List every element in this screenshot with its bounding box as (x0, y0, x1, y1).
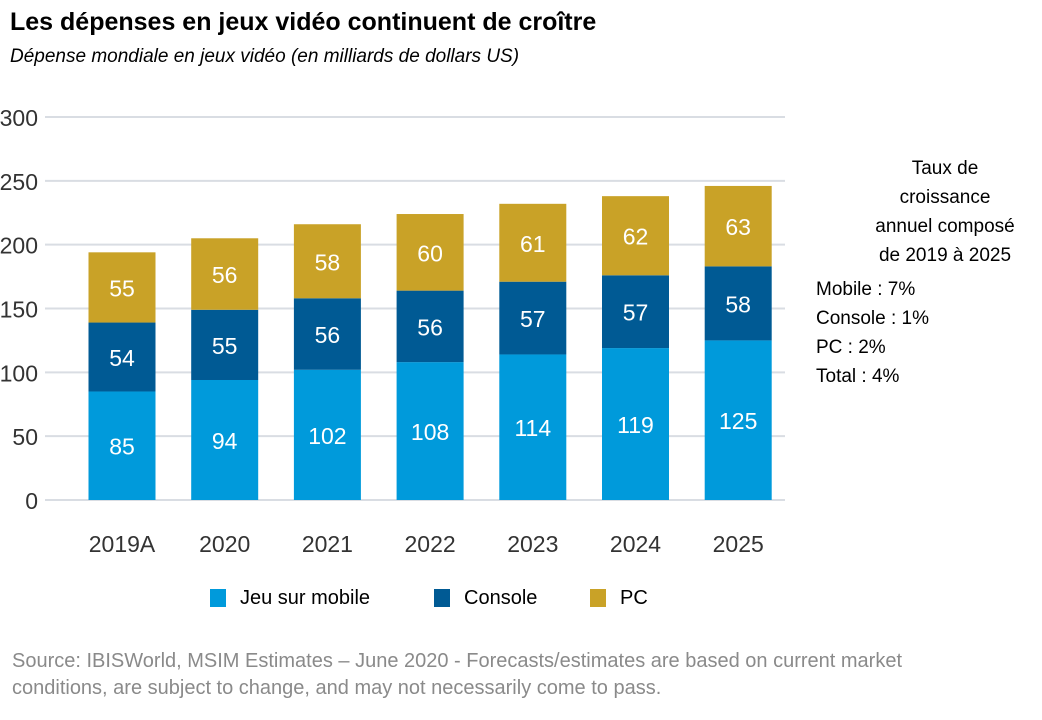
cagr-title: Taux de croissance annuel composé de 201… (855, 154, 1035, 270)
bar-segment (602, 196, 669, 276)
x-tick-label: 2021 (302, 531, 353, 557)
bar-segment (293, 224, 361, 299)
data-label: 62 (623, 224, 649, 250)
x-tick-label: 2023 (507, 531, 558, 557)
data-label: 108 (411, 419, 449, 445)
cagr-title-line: Taux de (911, 158, 979, 179)
cagr-console: Console : 1% (816, 308, 930, 329)
bar-segment (499, 354, 567, 500)
cagr-pc: PC : 2% (816, 337, 886, 358)
bar-segment (88, 391, 156, 500)
chart-title: Les dépenses en jeux vidéo continuent de… (10, 8, 597, 36)
data-label: 114 (514, 415, 551, 441)
data-label: 56 (417, 314, 443, 340)
data-label: 61 (520, 231, 546, 257)
bar-segment (88, 252, 156, 323)
cagr-title-line: de 2019 à 2025 (878, 245, 1012, 266)
data-label: 94 (212, 428, 238, 454)
bar-segment (191, 238, 259, 310)
cagr-mobile: Mobile : 7% (816, 279, 916, 300)
bar-segment (704, 266, 772, 341)
bar-segment (396, 362, 464, 500)
bar-segment (704, 340, 772, 500)
data-label: 85 (109, 434, 135, 460)
data-label: 119 (617, 412, 654, 438)
source-note: Source: IBISWorld, MSIM Estimates – June… (12, 648, 902, 702)
legend-label: PC (620, 587, 648, 609)
x-tick-label: 2024 (610, 531, 661, 557)
data-label: 60 (417, 240, 443, 266)
data-label: 56 (315, 322, 341, 348)
y-tick-label: 250 (0, 169, 38, 195)
data-label: 55 (109, 275, 135, 301)
y-tick-label: 100 (0, 360, 38, 386)
x-tick-label: 2025 (713, 531, 764, 557)
legend-label: Console (464, 587, 537, 609)
legend-swatch (434, 589, 450, 607)
data-label: 102 (308, 423, 346, 449)
bar-segment (602, 348, 669, 500)
data-label: 58 (725, 291, 751, 317)
y-tick-label: 50 (12, 424, 38, 450)
x-tick-label: 2019A (89, 531, 156, 557)
y-tick-label: 0 (25, 488, 38, 514)
bar-segment (191, 309, 259, 380)
data-label: 58 (315, 249, 341, 275)
data-label: 55 (212, 333, 238, 359)
source-line-2: conditions, are subject to change, and m… (12, 677, 662, 699)
cagr-title-line: croissance (899, 187, 991, 208)
cagr-total: Total : 4% (816, 366, 900, 387)
data-label: 63 (725, 214, 751, 240)
y-tick-label: 300 (0, 105, 38, 131)
bar-segment (293, 369, 361, 500)
bar-segment (396, 290, 464, 363)
bar-segment (499, 281, 567, 355)
data-label: 54 (109, 345, 135, 371)
data-label: 56 (212, 262, 238, 288)
stacked-bar-chart: 0 50 100 150 200 250 300 85 54 55 2019A 94 55 56 2020 1… (0, 105, 785, 609)
bar-segment (602, 275, 669, 349)
bar-segment (704, 185, 772, 267)
chart-subtitle: Dépense mondiale en jeux vidéo (en milli… (10, 46, 520, 67)
data-label: 57 (520, 306, 546, 332)
data-label: 57 (623, 300, 649, 326)
y-tick-label: 150 (0, 297, 38, 323)
y-tick-label: 200 (0, 233, 38, 259)
bar-segment (293, 298, 361, 370)
bar-segment (396, 214, 464, 291)
legend-swatch (210, 589, 226, 607)
bar-segment (191, 379, 259, 500)
legend-swatch (590, 589, 606, 607)
source-line-1: Source: IBISWorld, MSIM Estimates – June… (12, 650, 902, 672)
bar-segment (88, 322, 156, 392)
data-label: 125 (719, 408, 757, 434)
cagr-list: Mobile : 7% Console : 1% PC : 2% Total :… (816, 275, 929, 391)
bar-segment (499, 203, 567, 282)
x-tick-label: 2020 (199, 531, 250, 557)
legend-label: Jeu sur mobile (240, 587, 370, 609)
x-tick-label: 2022 (405, 531, 456, 557)
cagr-title-line: annuel composé (875, 216, 1015, 237)
